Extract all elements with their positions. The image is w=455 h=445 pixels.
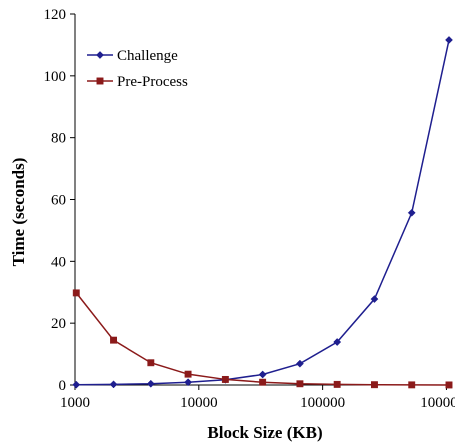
data-point-challenge <box>109 380 118 389</box>
data-point-pre-process <box>445 381 453 389</box>
legend: Challenge Pre-Process <box>87 48 188 90</box>
series-layer <box>72 36 453 389</box>
data-point-pre-process <box>259 378 267 386</box>
x-tick-label: 10000 <box>180 395 218 411</box>
data-point-pre-process <box>147 359 155 367</box>
legend-label: Pre-Process <box>117 74 188 90</box>
x-ticks: 1000 10000 100000 1000000 <box>60 385 455 411</box>
data-point-pre-process <box>72 289 80 297</box>
legend-swatch-marker <box>96 77 104 85</box>
legend-label: Challenge <box>117 48 178 64</box>
series-pre-process <box>72 289 453 389</box>
legend-swatch-marker <box>96 51 104 59</box>
series-line-challenge <box>76 39 450 386</box>
x-tick-label: 1000 <box>60 395 90 411</box>
data-point-challenge <box>184 378 193 387</box>
data-point-challenge <box>370 295 379 304</box>
axes <box>74 14 449 386</box>
y-tick-label: 80 <box>51 131 66 147</box>
data-point-pre-process <box>371 381 378 389</box>
data-point-challenge <box>146 379 155 388</box>
data-point-pre-process <box>184 370 192 378</box>
x-axis-title: Block Size (KB) <box>207 423 322 442</box>
legend-item-challenge: Challenge <box>87 48 178 64</box>
data-point-pre-process <box>333 380 341 388</box>
data-point-pre-process <box>110 336 117 344</box>
x-tick-label: 100000 <box>300 395 345 411</box>
y-tick-label: 120 <box>44 7 67 23</box>
data-point-challenge <box>295 359 304 368</box>
legend-item-pre-process: Pre-Process <box>87 74 188 90</box>
y-axis-title: Time (seconds) <box>9 158 28 267</box>
series-challenge <box>72 36 453 389</box>
y-tick-label: 60 <box>51 193 66 209</box>
data-point-pre-process <box>408 381 416 389</box>
y-tick-label: 20 <box>51 316 66 332</box>
data-point-challenge <box>445 36 453 44</box>
x-tick-label: 1000000 <box>420 395 455 411</box>
data-point-pre-process <box>221 375 229 383</box>
y-ticks: 0 20 40 60 80 100 120 <box>44 7 75 394</box>
y-tick-label: 0 <box>59 378 67 394</box>
y-tick-label: 40 <box>51 254 66 270</box>
data-point-challenge <box>72 380 81 389</box>
data-point-challenge <box>407 208 416 217</box>
data-point-challenge <box>333 338 342 346</box>
data-point-challenge <box>258 370 267 379</box>
data-point-pre-process <box>296 380 304 388</box>
y-tick-label: 100 <box>44 69 67 85</box>
